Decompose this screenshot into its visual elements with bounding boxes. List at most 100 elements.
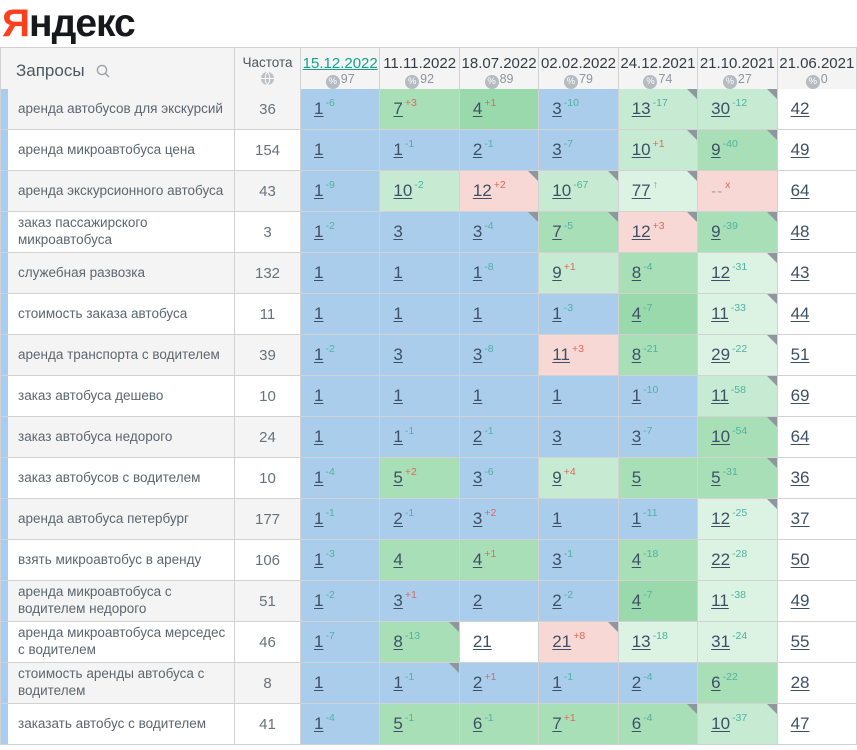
position-value[interactable]: 10 [631,140,651,159]
position-value[interactable]: 21 [472,632,492,651]
position-value[interactable]: 2 [552,591,562,610]
position-value[interactable]: 12 [711,509,731,528]
keyword-cell[interactable]: взять микроавтобус в аренду [1,540,235,581]
position-value[interactable]: 7 [552,714,562,733]
position-value[interactable]: 69 [790,386,810,405]
position-value[interactable]: -- [711,182,724,200]
position-value[interactable]: 50 [790,550,810,569]
date-header-11.11.2022[interactable]: 11.11.2022% 92 [380,48,460,94]
position-value[interactable]: 4 [393,550,403,569]
position-value[interactable]: 1 [314,632,324,651]
position-value[interactable]: 3 [552,140,562,159]
keyword-cell[interactable]: аренда экскурсионного автобуса [1,171,235,212]
position-value[interactable]: 2 [472,427,483,446]
keyword-cell[interactable]: заказ автобусов с водителем [1,458,235,499]
position-value[interactable]: 11 [711,591,729,610]
position-value[interactable]: 13 [631,99,651,118]
position-value[interactable]: 1 [393,304,403,323]
position-value[interactable]: 37 [790,509,810,528]
position-value[interactable]: 64 [790,181,810,200]
position-value[interactable]: 12 [472,181,492,200]
position-value[interactable]: 3 [552,427,562,446]
position-value[interactable]: 3 [552,99,562,118]
position-value[interactable]: 3 [393,222,403,241]
position-value[interactable]: 21 [552,632,572,651]
keyword-cell[interactable]: аренда транспорта с водителем [1,335,235,376]
position-value[interactable]: 1 [472,263,483,282]
position-value[interactable]: 6 [631,714,642,733]
position-value[interactable]: 1 [552,509,562,528]
position-value[interactable]: 30 [711,99,731,118]
search-icon[interactable] [95,63,111,79]
keyword-cell[interactable]: заказ автобуса дешево [1,376,235,417]
position-value[interactable]: 7 [393,99,403,118]
date-header-24.12.2021[interactable]: 24.12.2021% 74 [618,48,699,94]
date-header-02.02.2022[interactable]: 02.02.2022% 79 [539,48,619,94]
position-value[interactable]: 5 [393,468,403,487]
position-value[interactable]: 3 [393,591,403,610]
position-value[interactable]: 49 [790,140,810,159]
position-value[interactable]: 4 [472,99,483,118]
position-value[interactable]: 8 [631,263,642,282]
position-value[interactable]: 51 [790,345,810,364]
position-value[interactable]: 2 [393,509,403,528]
position-value[interactable]: 1 [552,386,562,405]
position-value[interactable]: 10 [711,427,731,446]
position-value[interactable]: 43 [790,263,810,282]
position-value[interactable]: 2 [472,140,483,159]
keyword-cell[interactable]: заказ автобуса недорого [1,417,235,458]
position-value[interactable]: 2 [472,673,483,692]
position-value[interactable]: 5 [631,468,642,487]
keyword-cell[interactable]: стоимость аренды автобуса с водителем [1,663,235,704]
position-value[interactable]: 6 [472,714,483,733]
position-value[interactable]: 2 [631,673,642,692]
position-value[interactable]: 1 [314,468,324,487]
position-value[interactable]: 77 [631,181,651,200]
position-value[interactable]: 12 [711,263,731,282]
position-value[interactable]: 4 [631,591,642,610]
position-value[interactable]: 1 [631,509,642,528]
position-value[interactable]: 1 [314,550,324,569]
position-value[interactable]: 1 [314,222,324,241]
position-value[interactable]: 1 [314,509,324,528]
position-value[interactable]: 1 [314,181,324,200]
date-header-21.10.2021[interactable]: 21.10.2021% 27 [698,48,778,94]
position-value[interactable]: 1 [314,673,324,692]
position-value[interactable]: 5 [393,714,403,733]
position-value[interactable]: 8 [393,632,403,651]
yandex-logo[interactable]: Яндекс [2,4,136,43]
keyword-cell[interactable]: аренда микроавтобуса с водителем недорог… [1,581,235,622]
position-value[interactable]: 1 [472,386,483,405]
position-value[interactable]: 12 [631,222,651,241]
date-header-21.06.2021[interactable]: 21.06.2021% 0 [777,48,857,94]
position-value[interactable]: 3 [631,427,642,446]
position-value[interactable]: 3 [472,345,483,364]
position-value[interactable]: 1 [314,140,324,159]
position-value[interactable]: 48 [790,222,810,241]
position-value[interactable]: 1 [314,345,324,364]
position-value[interactable]: 1 [314,427,324,446]
position-value[interactable]: 1 [314,99,324,118]
keyword-cell[interactable]: аренда микроавтобуса цена [1,130,235,171]
position-value[interactable]: 1 [314,386,324,405]
position-value[interactable]: 1 [393,263,403,282]
position-value[interactable]: 4 [472,550,483,569]
position-value[interactable]: 13 [631,632,651,651]
position-value[interactable]: 5 [711,468,721,487]
position-value[interactable]: 1 [393,386,403,405]
keyword-cell[interactable]: служебная развозка [1,253,235,294]
position-value[interactable]: 11 [711,304,729,323]
position-value[interactable]: 1 [314,714,324,733]
position-value[interactable]: 4 [631,550,642,569]
keyword-cell[interactable]: заказать автобус с водителем [1,704,235,745]
keyword-cell[interactable]: аренда автобусов для экскурсий [1,89,235,130]
keyword-cell[interactable]: аренда микроавтобуса мерседес с водителе… [1,622,235,663]
position-value[interactable]: 3 [393,345,403,364]
position-value[interactable]: 47 [790,714,810,733]
position-value[interactable]: 1 [552,673,562,692]
position-value[interactable]: 1 [314,263,324,282]
position-value[interactable]: 9 [552,468,562,487]
position-value[interactable]: 36 [790,468,810,487]
position-value[interactable]: 10 [393,181,413,200]
position-value[interactable]: 9 [552,263,562,282]
